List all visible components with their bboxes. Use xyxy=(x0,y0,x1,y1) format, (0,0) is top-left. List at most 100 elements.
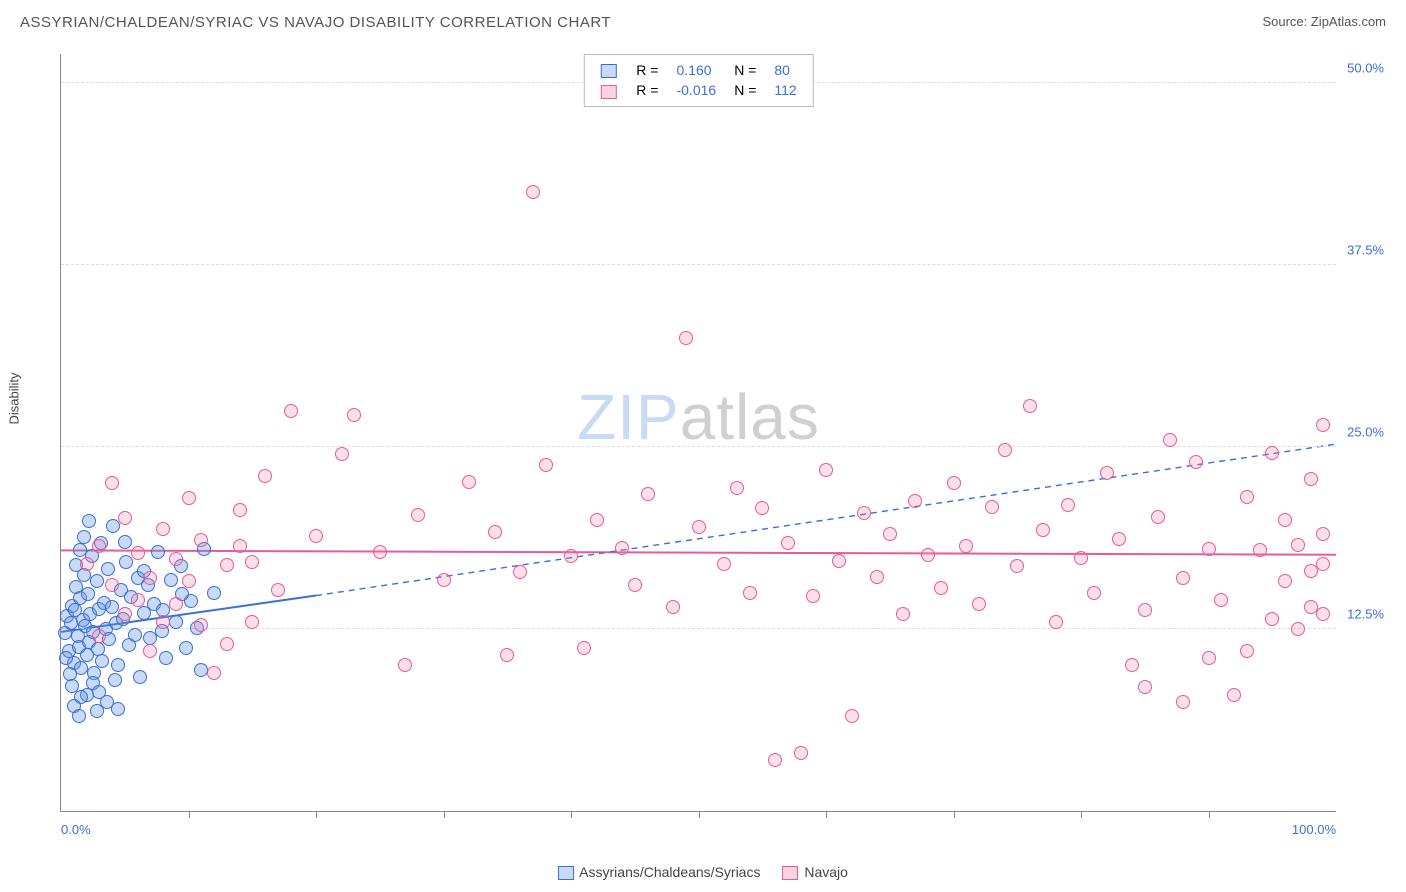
data-point xyxy=(92,629,106,643)
data-point xyxy=(615,541,629,555)
data-point xyxy=(1176,695,1190,709)
data-point xyxy=(972,597,986,611)
data-point xyxy=(539,458,553,472)
data-point xyxy=(1278,513,1292,527)
chart-container: Disability R = 0.160 N = 80 R = -0.016 N… xyxy=(20,44,1386,842)
data-point xyxy=(118,511,132,525)
data-point xyxy=(105,578,119,592)
data-point xyxy=(182,574,196,588)
data-point xyxy=(1240,490,1254,504)
data-point xyxy=(111,702,125,716)
data-point xyxy=(934,581,948,595)
n-header: N = xyxy=(726,61,764,79)
data-point xyxy=(819,463,833,477)
data-point xyxy=(131,593,145,607)
data-point xyxy=(411,508,425,522)
data-point xyxy=(832,554,846,568)
data-point xyxy=(1061,498,1075,512)
data-point xyxy=(1227,688,1241,702)
data-point xyxy=(169,615,183,629)
data-point xyxy=(194,533,208,547)
x-tick xyxy=(316,811,317,818)
correlation-legend: R = 0.160 N = 80 R = -0.016 N = 112 xyxy=(583,54,813,107)
data-point xyxy=(921,548,935,562)
data-point xyxy=(258,469,272,483)
data-point xyxy=(245,555,259,569)
data-point xyxy=(947,476,961,490)
data-point xyxy=(768,753,782,767)
data-point xyxy=(81,587,95,601)
data-point xyxy=(156,615,170,629)
data-point xyxy=(118,535,132,549)
data-point xyxy=(1202,651,1216,665)
swatch-blue-icon xyxy=(558,866,574,880)
data-point xyxy=(207,586,221,600)
n-value-navajo: 112 xyxy=(766,81,804,99)
data-point xyxy=(437,573,451,587)
data-point xyxy=(105,476,119,490)
watermark-right: atlas xyxy=(680,381,820,453)
x-tick xyxy=(444,811,445,818)
data-point xyxy=(1151,510,1165,524)
data-point xyxy=(577,641,591,655)
swatch-pink-icon xyxy=(600,85,616,99)
data-point xyxy=(156,522,170,536)
legend-row-navajo: R = -0.016 N = 112 xyxy=(592,81,804,99)
data-point xyxy=(90,704,104,718)
data-point xyxy=(108,673,122,687)
data-point xyxy=(500,648,514,662)
data-point xyxy=(101,562,115,576)
data-point xyxy=(159,651,173,665)
x-tick xyxy=(1209,811,1210,818)
data-point xyxy=(1087,586,1101,600)
data-point xyxy=(730,481,744,495)
data-point xyxy=(1265,612,1279,626)
data-point xyxy=(1265,446,1279,460)
data-point xyxy=(717,557,731,571)
data-point xyxy=(883,527,897,541)
r-value-assyrian: 0.160 xyxy=(668,61,724,79)
chart-title: ASSYRIAN/CHALDEAN/SYRIAC VS NAVAJO DISAB… xyxy=(20,14,611,31)
data-point xyxy=(959,539,973,553)
data-point xyxy=(908,494,922,508)
data-point xyxy=(692,520,706,534)
data-point xyxy=(143,644,157,658)
legend-item: Assyrians/Chaldeans/Syriacs xyxy=(558,864,760,880)
data-point xyxy=(131,546,145,560)
x-tick xyxy=(189,811,190,818)
data-point xyxy=(220,637,234,651)
y-axis-label: Disability xyxy=(7,372,22,424)
x-tick xyxy=(1081,811,1082,818)
data-point xyxy=(143,571,157,585)
data-point xyxy=(1074,551,1088,565)
data-point xyxy=(164,573,178,587)
data-point xyxy=(1138,680,1152,694)
data-point xyxy=(1291,622,1305,636)
data-point xyxy=(82,514,96,528)
data-point xyxy=(169,552,183,566)
data-point xyxy=(462,475,476,489)
data-point xyxy=(92,539,106,553)
data-point xyxy=(233,503,247,517)
data-point xyxy=(1316,418,1330,432)
y-tick-label: 12.5% xyxy=(1347,607,1384,622)
data-point xyxy=(666,600,680,614)
data-point xyxy=(1253,543,1267,557)
y-tick-label: 37.5% xyxy=(1347,243,1384,258)
data-point xyxy=(169,597,183,611)
swatch-pink-icon xyxy=(782,866,798,880)
data-point xyxy=(233,539,247,553)
data-point xyxy=(513,565,527,579)
data-point xyxy=(1010,559,1024,573)
n-value-assyrian: 80 xyxy=(766,61,804,79)
r-value-navajo: -0.016 xyxy=(668,81,724,99)
data-point xyxy=(398,658,412,672)
data-point xyxy=(1202,542,1216,556)
data-point xyxy=(985,500,999,514)
data-point xyxy=(1100,466,1114,480)
data-point xyxy=(335,447,349,461)
data-point xyxy=(194,618,208,632)
data-point xyxy=(590,513,604,527)
data-point xyxy=(1316,557,1330,571)
y-tick-label: 25.0% xyxy=(1347,425,1384,440)
